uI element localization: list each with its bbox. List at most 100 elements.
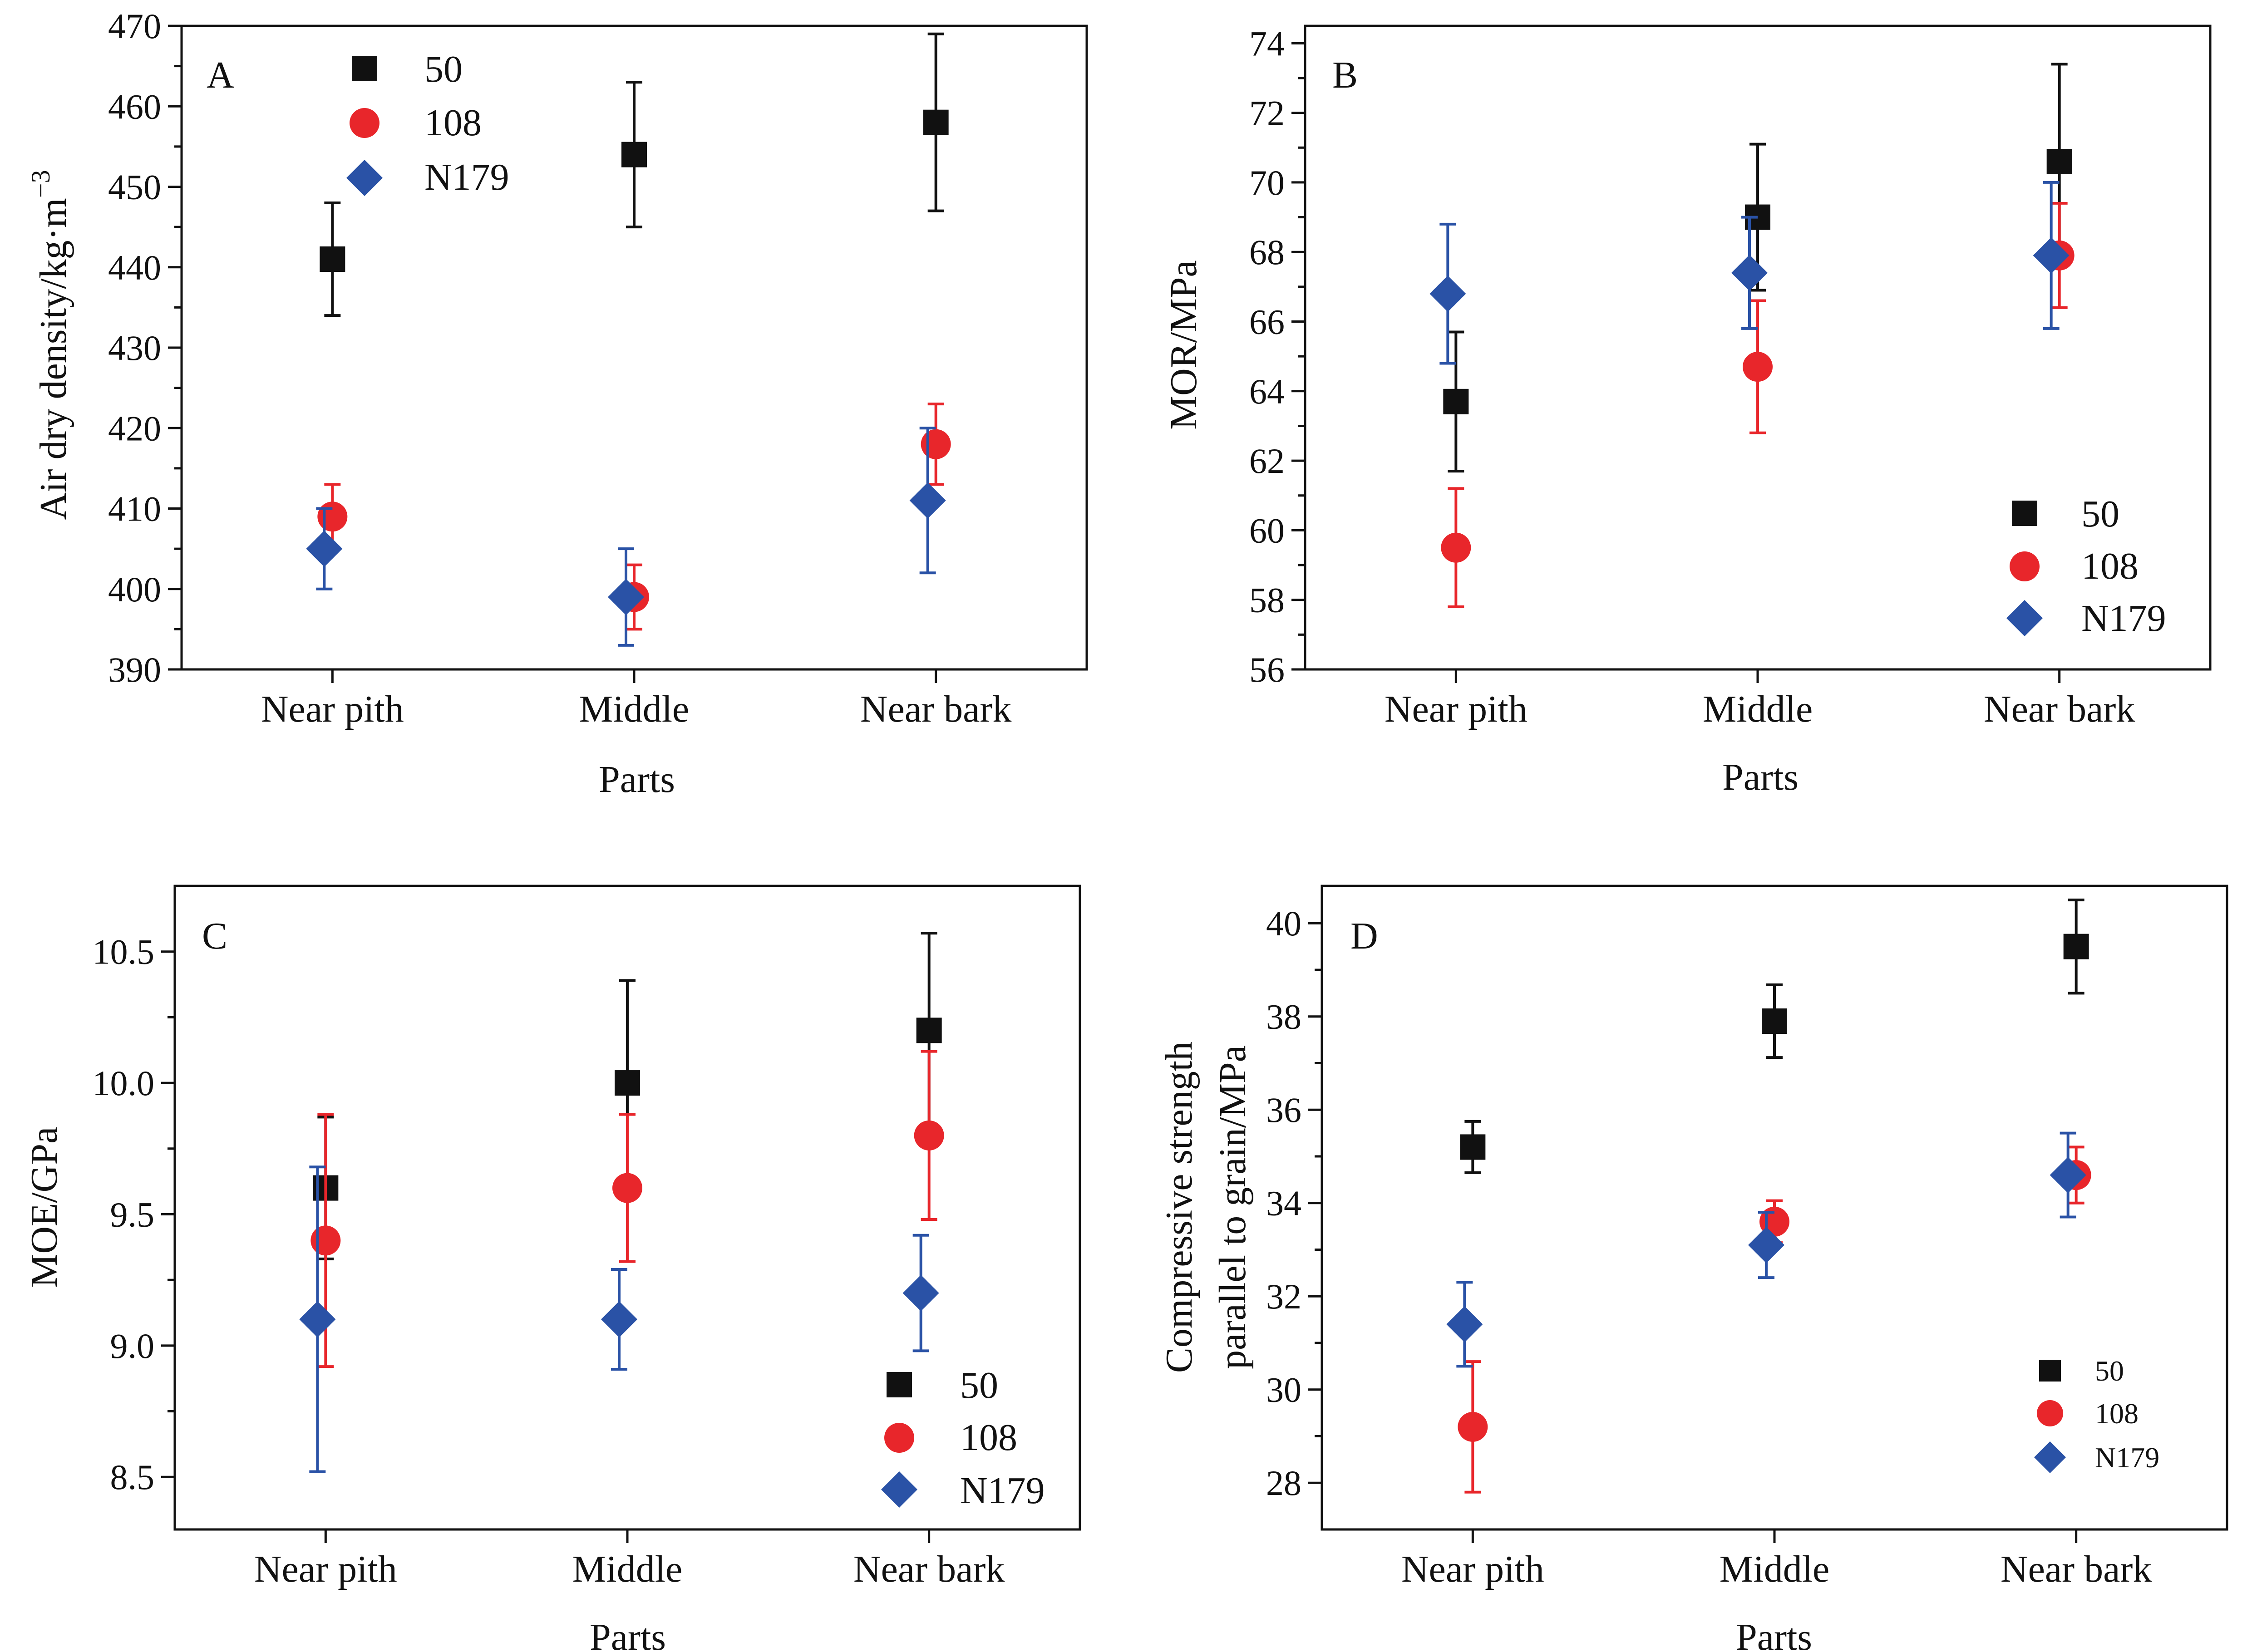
x-category-label: Near bark: [1984, 688, 2135, 730]
legend-label-50: 50: [2095, 1355, 2124, 1387]
x-category-label: Near bark: [2001, 1548, 2152, 1590]
data-point-50: [615, 1070, 640, 1096]
data-series: [1429, 63, 2075, 609]
legend-marker-108: [2037, 1400, 2063, 1426]
data-series: [1446, 898, 2091, 1494]
legend-marker-50: [2039, 1360, 2061, 1382]
data-point-N179: [2050, 1157, 2086, 1194]
y-tick-label: 430: [108, 328, 161, 368]
y-tick-label: 74: [1249, 24, 1285, 63]
y-tick-label: 400: [108, 570, 161, 609]
x-category-label: Middle: [572, 1548, 683, 1590]
x-axis-title: Parts: [590, 1616, 666, 1652]
y-axis-title: Compressive strength parallel to grain/MP…: [1158, 1042, 1254, 1373]
data-point-108: [1441, 532, 1471, 563]
data-point-50: [916, 1018, 942, 1043]
y-tick-label: 9.5: [110, 1195, 155, 1234]
x-category-label: Middle: [579, 688, 690, 730]
x-category-label: Near pith: [254, 1548, 397, 1590]
y-axis-title: Air dry density/kg·m−3: [26, 170, 74, 520]
y-axis-title-line-1: Compressive strength: [1158, 1042, 1200, 1373]
data-series: [306, 32, 951, 647]
data-point-N179: [902, 1275, 939, 1312]
legend-label-n179: N179: [424, 156, 509, 198]
legend-marker-n179: [2034, 1441, 2066, 1473]
data-point-N179: [608, 579, 644, 615]
y-tick-label: 32: [1266, 1277, 1301, 1316]
data-point-108: [612, 1173, 642, 1203]
panel-letter: A: [207, 54, 234, 96]
legend-label-108: 108: [960, 1416, 1017, 1459]
y-tick-label: 28: [1266, 1463, 1301, 1503]
panel-letter: C: [202, 915, 227, 957]
data-point-108: [1743, 352, 1773, 382]
data-point-50: [621, 142, 647, 167]
data-point-108: [914, 1120, 944, 1150]
data-point-50: [2046, 148, 2072, 174]
y-tick-label: 30: [1266, 1370, 1301, 1410]
legend: 50 108 N179: [346, 48, 509, 198]
y-tick-label: 470: [108, 6, 161, 46]
data-point-50: [1443, 388, 1469, 414]
legend: 50 108 N179: [881, 1364, 1045, 1512]
data-point-N179: [601, 1301, 637, 1337]
data-point-50: [923, 109, 949, 135]
legend-marker-n179: [881, 1471, 917, 1508]
x-category-label: Near pith: [1401, 1548, 1544, 1590]
legend-label-n179: N179: [960, 1470, 1045, 1512]
y-axis-ticks: 390 400 410 420 430 440 450 460 470: [108, 6, 182, 689]
x-axis-title: Parts: [1736, 1616, 1812, 1652]
x-category-label: Near bark: [860, 688, 1011, 730]
data-point-N179: [1748, 1227, 1784, 1264]
y-tick-label: 440: [108, 248, 161, 287]
legend-label-108: 108: [424, 102, 482, 144]
y-tick-label: 68: [1249, 232, 1285, 272]
legend-marker-108: [884, 1423, 914, 1453]
legend-marker-108: [2010, 551, 2040, 581]
y-tick-label: 36: [1266, 1090, 1301, 1130]
y-tick-label: 420: [108, 408, 161, 448]
legend-label-50: 50: [2081, 493, 2119, 535]
legend-marker-108: [350, 108, 379, 138]
y-tick-label: 10.5: [93, 932, 155, 972]
x-category-label: Near bark: [853, 1548, 1005, 1590]
legend-label-50: 50: [424, 48, 463, 90]
y-axis-title: MOR/MPa: [1163, 260, 1205, 429]
y-axis-title-main: Air dry density/kg·m: [32, 198, 74, 520]
panel-d: D 28 30 32 34 36 38 40 Near pith Middle Near bar…: [1158, 885, 2228, 1652]
legend-label-108: 108: [2081, 545, 2139, 587]
y-axis-title-line-2: parallel to grain/MPa: [1212, 1045, 1254, 1369]
x-axis-categories: Near pith Middle Near bark: [254, 1529, 1005, 1590]
y-tick-label: 66: [1249, 302, 1285, 342]
legend: 50 108 N179: [2034, 1355, 2159, 1474]
y-tick-label: 60: [1249, 511, 1285, 550]
data-point-N179: [306, 531, 343, 567]
legend-label-108: 108: [2095, 1397, 2139, 1430]
x-category-label: Middle: [1703, 688, 1813, 730]
y-tick-label: 56: [1249, 650, 1285, 689]
x-axis-title: Parts: [599, 758, 675, 801]
y-tick-label: 8.5: [110, 1457, 155, 1497]
legend-label-50: 50: [960, 1364, 998, 1406]
y-tick-label: 390: [108, 650, 161, 689]
panel-c: C 8.59.09.510.010.5 Near pith Middle Near …: [23, 885, 1081, 1652]
y-tick-label: 450: [108, 167, 161, 207]
legend-marker-50: [887, 1372, 912, 1397]
y-tick-label: 9.0: [110, 1326, 155, 1366]
legend-label-n179: N179: [2095, 1441, 2159, 1474]
y-axis-title-superscript: −3: [26, 170, 55, 198]
data-point-108: [1458, 1411, 1488, 1442]
x-axis-title: Parts: [1722, 756, 1799, 798]
data-point-50: [2063, 934, 2089, 959]
data-point-108: [317, 502, 348, 532]
y-tick-label: 460: [108, 87, 161, 126]
panel-letter: D: [1350, 915, 1378, 957]
y-tick-label: 72: [1249, 93, 1285, 133]
y-axis-ticks: 56 58 60 62 64 66 68 70 72 74: [1249, 24, 1305, 689]
legend: 50 108 N179: [2006, 493, 2166, 639]
legend-marker-50: [352, 56, 377, 81]
data-point-N179: [1731, 255, 1768, 291]
y-axis-ticks: 8.5 9.0 9.5 10.0 10.5: [93, 932, 175, 1497]
x-axis-categories: Near pith Middle Near bark: [261, 669, 1011, 730]
